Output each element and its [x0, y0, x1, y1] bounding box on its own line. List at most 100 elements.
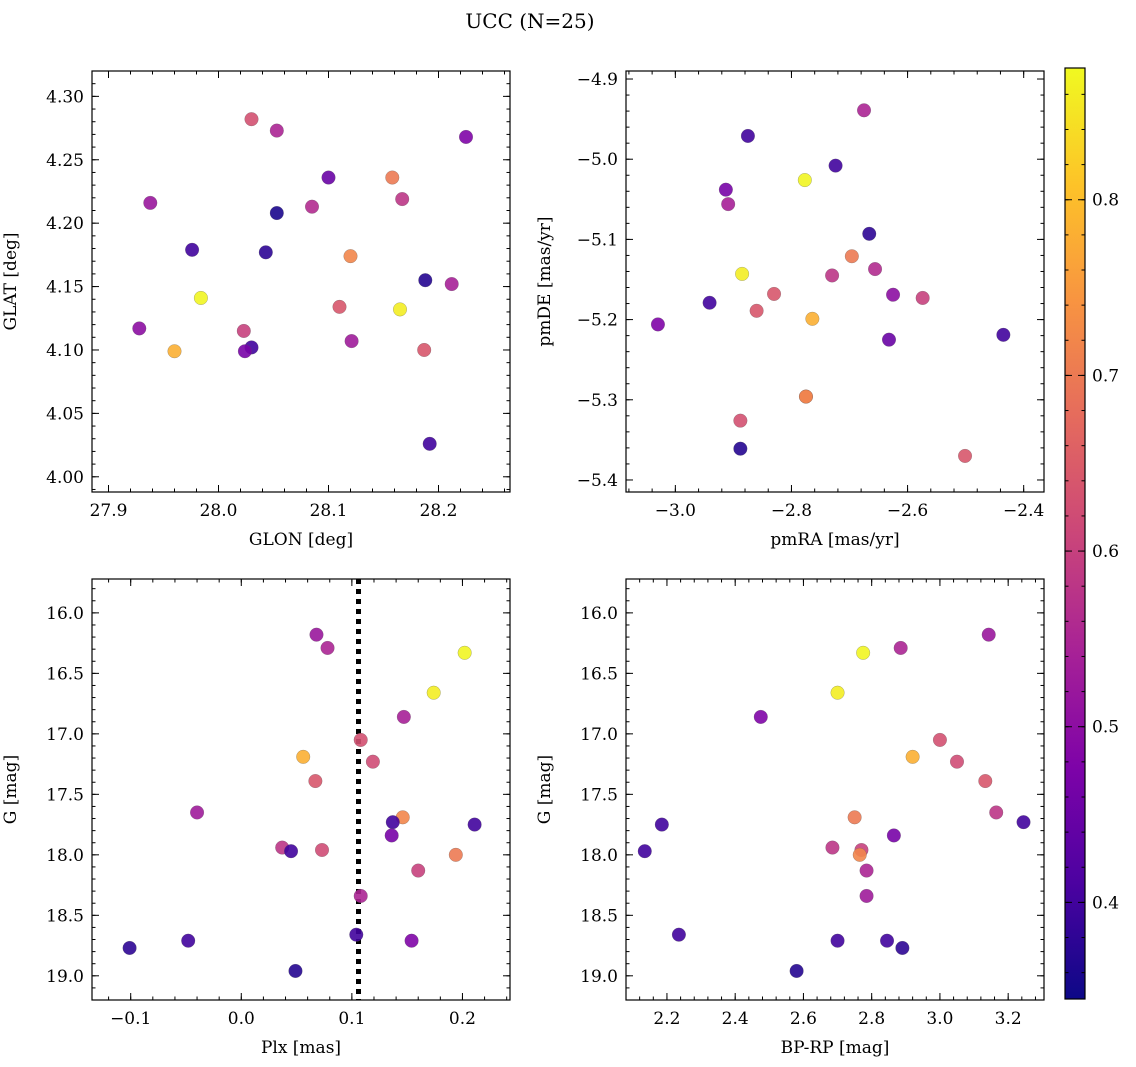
y-tick-label: 16.5: [580, 664, 618, 684]
scatter-point: [305, 199, 320, 214]
scatter-point: [989, 805, 1004, 820]
scatter-point: [847, 810, 862, 825]
scatter-point: [393, 302, 408, 317]
y-tick-label: 4.20: [46, 214, 84, 234]
scatter-point: [258, 245, 273, 260]
x-tick-label: 28.2: [420, 501, 458, 521]
scatter-point: [797, 173, 812, 188]
scatter-points: [637, 627, 1031, 978]
axes-frame: [91, 70, 511, 493]
x-tick-label: −2.8: [771, 501, 812, 521]
scatter-point: [859, 863, 874, 878]
colorbar-gradient: [1065, 68, 1085, 999]
scatter-point: [309, 627, 324, 642]
scatter-point: [284, 844, 299, 859]
colorbar: 0.4 0.5 0.6 0.7 0.8: [1064, 67, 1119, 1000]
y-tick-label: 17.5: [580, 785, 618, 805]
scatter-point: [288, 963, 303, 978]
x-tick-label: 3.2: [995, 1009, 1022, 1029]
y-tick-label: 4.05: [46, 404, 84, 424]
y-tick-label: 19.0: [46, 967, 84, 987]
scatter-point: [193, 290, 208, 305]
scatter-point: [862, 226, 877, 241]
x-tick-label: 2.2: [653, 1009, 680, 1029]
panel-4: 2.2 2.4 2.6 2.8 3.0 3.2 16.0 16.5 17.0 17.5 18.0 18…: [535, 578, 1045, 1058]
scatter-point: [671, 927, 686, 942]
scatter-point: [459, 129, 474, 144]
scatter-point: [798, 389, 813, 404]
y-tick-label: 18.5: [46, 906, 84, 926]
scatter-point: [749, 303, 764, 318]
scatter-point: [830, 685, 845, 700]
panel-3: −0.1 0.0 0.1 0.2 16.0 16.5 17.0 17.5 18.0 18.5 19.…: [1, 578, 511, 1058]
y-axis-label: GLAT [deg]: [1, 232, 21, 330]
scatter-point: [740, 128, 755, 143]
scatter-point: [185, 242, 200, 257]
scatter-point: [237, 344, 252, 359]
scatter-point: [353, 732, 368, 747]
colorbar-tick-label: 0.8: [1092, 191, 1119, 211]
scatter-point: [296, 749, 311, 764]
ticks: −3.0 −2.8 −2.6 −2.4 −5.4 −5.3 −5.2 −5.1 −5.0 −4.9: [577, 70, 1045, 521]
scatter-points: [122, 627, 482, 978]
scatter-point: [895, 940, 910, 955]
x-tick-label: 28.0: [200, 501, 238, 521]
scatter-point: [418, 273, 433, 288]
y-tick-label: −5.2: [577, 311, 618, 331]
scatter-point: [856, 645, 871, 660]
y-tick-label: −5.4: [577, 471, 618, 491]
scatter-point: [467, 817, 482, 832]
y-tick-label: −5.0: [577, 150, 618, 170]
y-tick-label: 16.0: [580, 604, 618, 624]
x-tick-label: 28.1: [310, 501, 348, 521]
scatter-point: [143, 195, 158, 210]
scatter-point: [767, 286, 782, 301]
scatter-point: [365, 754, 380, 769]
scatter-point: [981, 627, 996, 642]
y-tick-label: 16.0: [46, 604, 84, 624]
scatter-point: [825, 840, 840, 855]
y-tick-label: 18.0: [46, 846, 84, 866]
y-tick-label: 4.10: [46, 341, 84, 361]
scatter-point: [395, 192, 410, 207]
scatter-point: [893, 640, 908, 655]
y-axis-label: G [mag]: [535, 755, 555, 824]
x-tick-label: 0.1: [338, 1009, 365, 1029]
scatter-point: [905, 749, 920, 764]
y-tick-label: 19.0: [580, 967, 618, 987]
figure-title: UCC (N=25): [465, 9, 594, 33]
scatter-point: [978, 774, 993, 789]
scatter-point: [886, 828, 901, 843]
scatter-point: [637, 844, 652, 859]
scatter-point: [320, 640, 335, 655]
y-tick-label: −5.1: [577, 230, 618, 250]
x-tick-label: −2.4: [1003, 501, 1044, 521]
x-tick-label: 2.6: [790, 1009, 817, 1029]
panel-2: −3.0 −2.8 −2.6 −2.4 −5.4 −5.3 −5.2 −5.1 −5.0 −4.9…: [535, 70, 1045, 550]
x-axis-label: Plx [mas]: [261, 1038, 341, 1058]
scatter-point: [385, 815, 400, 830]
x-tick-label: −0.1: [110, 1009, 151, 1029]
axes-frame: [91, 578, 511, 1001]
scatter-point: [315, 842, 330, 857]
y-tick-label: −5.3: [577, 391, 618, 411]
scatter-point: [805, 311, 820, 326]
axes-frame: [625, 70, 1045, 493]
scatter-point: [852, 847, 867, 862]
y-tick-label: 4.00: [46, 468, 84, 488]
scatter-point: [789, 963, 804, 978]
scatter-point: [422, 436, 437, 451]
y-tick-label: 4.25: [46, 151, 84, 171]
scatter-point: [332, 299, 347, 314]
y-tick-label: 18.0: [580, 846, 618, 866]
scatter-point: [881, 332, 896, 347]
axes-frame: [625, 578, 1045, 1001]
y-axis-label: pmDE [mas/yr]: [535, 216, 555, 346]
x-axis-label: BP-RP [mag]: [781, 1038, 890, 1058]
scatter-point: [236, 323, 251, 338]
scatter-point: [828, 158, 843, 173]
scatter-point: [733, 413, 748, 428]
scatter-point: [411, 863, 426, 878]
scatter-points: [650, 103, 1011, 463]
